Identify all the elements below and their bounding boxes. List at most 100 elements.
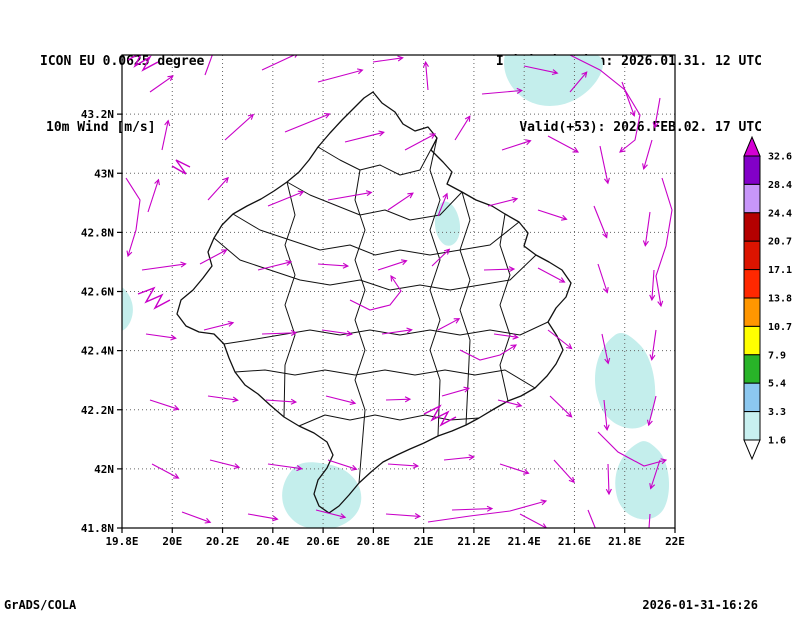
axis-layer: 19.8E 20E 20.2E 20.4E 20.6E 20.8E 21E 21.2E 21.4…	[81, 108, 685, 548]
y-axis-label: 43N	[94, 167, 114, 180]
wind-arrowhead	[551, 69, 559, 76]
country-outline	[176, 91, 572, 514]
wind-arrowhead	[390, 274, 397, 282]
colorbar-label: 7.9	[768, 350, 786, 361]
wind-arrowhead	[512, 333, 519, 340]
model-title: ICON EU 0.0625 degree	[40, 54, 205, 69]
wind-arrow	[161, 120, 169, 151]
wind-arrow	[247, 513, 278, 520]
district-boundary	[499, 213, 511, 402]
wind-arrowhead	[561, 214, 568, 221]
wind-field-layer	[125, 55, 673, 544]
wind-arrow	[481, 89, 522, 95]
colorbar-label: 32.6	[768, 152, 792, 163]
x-axis-label: 21E	[414, 535, 434, 548]
colorbar-box	[743, 382, 761, 413]
wind-arrow	[149, 399, 179, 410]
wind-arrow	[381, 329, 412, 335]
wind-streamline	[597, 431, 667, 467]
colorbar-label: 5.4	[768, 379, 786, 390]
wind-arrowhead	[572, 147, 580, 153]
colorbar-box	[743, 354, 761, 384]
wind-arrowhead	[222, 176, 229, 184]
colorbar-label: 17.1	[768, 265, 792, 276]
wind-arrowhead	[649, 294, 656, 302]
wind-arrow	[599, 145, 609, 184]
colorbar-box	[743, 411, 761, 441]
colorbar-label: 28.4	[768, 180, 792, 191]
wind-arrowhead	[604, 357, 611, 365]
wind-arrowhead	[602, 287, 609, 294]
colorbar-above-arrow	[743, 135, 761, 157]
wind-arrow	[327, 459, 357, 470]
wind-arrow	[261, 332, 297, 335]
district-boundary	[232, 213, 520, 256]
wind-arrowhead	[657, 300, 664, 308]
wind-arrowhead	[646, 539, 651, 544]
wind-arrowhead	[407, 192, 414, 199]
wind-streamline	[427, 500, 547, 523]
wind-arrowhead	[365, 190, 373, 197]
wind-arrowhead	[339, 513, 347, 520]
wind-arrowhead	[660, 458, 668, 465]
wind-arrow	[644, 211, 651, 246]
boundary-layer	[176, 91, 572, 514]
colorbar-label: 20.7	[768, 237, 792, 248]
wind-arrowhead	[233, 463, 241, 470]
wind-arrowhead	[349, 399, 357, 406]
wind-arrowhead	[464, 115, 471, 122]
wind-arrow	[267, 191, 304, 207]
wind-arrowhead	[414, 513, 422, 520]
wind-arrowhead	[346, 330, 353, 337]
wind-arrow	[372, 57, 403, 63]
district-boundary	[354, 169, 366, 484]
title-block: ICON EU 0.0625 degree 10m Wind [m/s]	[40, 7, 204, 183]
wind-arrow	[648, 513, 651, 528]
wind-arrow	[493, 333, 518, 338]
x-axis-label: 20.8E	[357, 535, 390, 548]
wind-arrow	[437, 193, 448, 217]
colorbar-label: 1.6	[768, 436, 786, 447]
wind-arrowhead	[378, 130, 385, 137]
wind-arrowhead	[523, 468, 530, 475]
wind-arrowhead	[443, 248, 451, 255]
wind-arrowhead	[164, 119, 171, 127]
wind-arrowhead	[642, 163, 648, 170]
district-boundary	[298, 414, 480, 427]
wind-arrow	[284, 113, 330, 133]
wind-arrow	[651, 269, 655, 300]
wind-arrowhead	[642, 240, 649, 247]
wind-arrow	[497, 399, 522, 407]
colorbar-box	[743, 183, 761, 214]
wind-arrow	[523, 65, 558, 74]
wind-arrowhead	[468, 454, 475, 461]
wind-arrow	[547, 135, 579, 153]
wind-arrowhead	[652, 122, 659, 129]
wind-streamline	[655, 177, 673, 307]
wind-arrowhead	[356, 68, 364, 75]
shaded-region	[282, 462, 362, 528]
wind-arrowhead	[422, 60, 429, 68]
wind-arrowhead	[342, 262, 350, 269]
shaded-region	[434, 201, 461, 246]
field-title: 10m Wind [m/s]	[46, 120, 156, 135]
colorbar: 32.6 28.4 24.4 20.7 17.1 13.8 10.7 7.9 5.4 3.3 1.6	[743, 135, 792, 461]
district-boundary	[234, 369, 536, 389]
wind-arrowhead	[566, 343, 573, 350]
colorbar-box	[743, 325, 761, 356]
wind-arrowhead	[180, 261, 187, 268]
wind-arrowhead	[463, 386, 471, 393]
shaded-wind-layer	[122, 55, 670, 528]
y-axis-label: 42.6N	[81, 286, 114, 299]
wind-arrowhead	[247, 113, 255, 120]
x-axis-label: 21.8E	[608, 535, 641, 548]
graticule-layer	[122, 55, 675, 528]
wind-arrowhead	[603, 177, 610, 185]
wind-arrowhead	[290, 398, 298, 405]
wind-arrow	[597, 263, 608, 293]
wind-arrow	[431, 248, 450, 267]
wind-arrow	[425, 62, 429, 91]
wind-arrow	[607, 463, 610, 495]
